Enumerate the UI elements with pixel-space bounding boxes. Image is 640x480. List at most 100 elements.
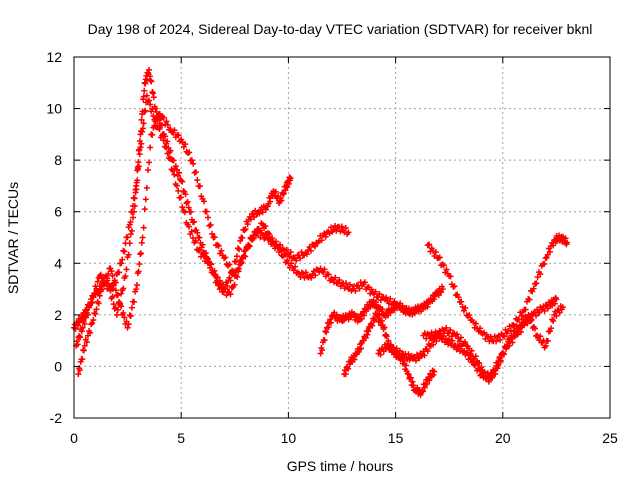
data-point — [443, 266, 450, 273]
data-point — [121, 314, 128, 321]
data-point — [497, 358, 504, 365]
data-point — [287, 249, 294, 256]
data-point — [108, 268, 115, 275]
data-point — [343, 280, 350, 287]
data-point — [284, 184, 291, 191]
data-point — [123, 266, 130, 273]
data-point — [118, 290, 125, 297]
data-point — [318, 237, 325, 244]
data-point — [77, 334, 84, 341]
data-point — [321, 266, 328, 273]
data-point — [409, 378, 416, 385]
data-point — [109, 272, 116, 279]
data-point — [131, 208, 138, 215]
data-point — [120, 285, 127, 292]
data-point — [196, 183, 203, 190]
data-point — [184, 198, 191, 205]
data-point — [218, 247, 225, 254]
data-point — [548, 325, 555, 332]
data-point — [377, 351, 384, 358]
data-point — [518, 312, 525, 319]
data-point — [109, 293, 116, 300]
data-point — [150, 113, 157, 120]
data-point — [84, 311, 91, 318]
data-point — [347, 281, 354, 288]
data-point — [135, 163, 142, 170]
data-point — [542, 255, 549, 262]
data-point — [311, 243, 318, 250]
data-point — [150, 90, 157, 97]
x-tick-label: 20 — [495, 430, 511, 446]
data-point — [262, 206, 269, 213]
data-point — [206, 222, 213, 229]
data-point — [79, 324, 86, 331]
data-point — [512, 330, 519, 337]
data-point — [199, 241, 206, 248]
data-point — [399, 302, 406, 309]
data-point — [252, 207, 259, 214]
data-point — [218, 283, 225, 290]
data-point — [79, 356, 86, 363]
data-point — [302, 269, 309, 276]
data-point — [114, 291, 121, 298]
data-point — [156, 126, 163, 133]
data-point — [277, 245, 284, 252]
data-point — [333, 311, 340, 318]
data-point — [292, 263, 299, 270]
data-point — [525, 311, 532, 318]
data-point — [494, 365, 501, 372]
data-point — [352, 287, 359, 294]
data-point — [426, 377, 433, 384]
data-point — [368, 286, 375, 293]
data-point — [227, 291, 234, 298]
data-point — [81, 342, 88, 349]
data-point — [93, 306, 100, 313]
data-point — [138, 140, 145, 147]
data-point — [233, 253, 240, 260]
data-point — [325, 324, 332, 331]
x-tick-label: 15 — [388, 430, 404, 446]
data-point — [319, 347, 326, 354]
data-point — [207, 260, 214, 267]
data-point — [232, 258, 239, 265]
data-point — [203, 208, 210, 215]
data-point — [370, 317, 377, 324]
data-point — [379, 306, 386, 313]
data-point — [149, 105, 156, 112]
data-point — [105, 270, 112, 277]
data-point — [180, 188, 187, 195]
data-point — [345, 365, 352, 372]
data-point — [133, 186, 140, 193]
data-point — [537, 333, 544, 340]
data-point — [293, 257, 300, 264]
data-point — [80, 347, 87, 354]
data-point — [106, 283, 113, 290]
data-point — [410, 382, 417, 389]
data-point — [439, 286, 446, 293]
data-point — [262, 230, 269, 237]
data-point — [528, 316, 535, 323]
data-point — [496, 355, 503, 362]
data-point — [492, 370, 499, 377]
data-point — [424, 303, 431, 310]
data-point — [140, 93, 147, 100]
data-point — [276, 249, 283, 256]
data-point — [156, 110, 163, 117]
data-point — [164, 138, 171, 145]
data-point — [141, 206, 148, 213]
data-point — [361, 279, 368, 286]
data-point — [242, 226, 249, 233]
data-point — [192, 168, 199, 175]
data-point — [226, 274, 233, 281]
data-point — [175, 132, 182, 139]
y-tick-label: 6 — [54, 204, 62, 220]
data-point — [407, 374, 414, 381]
data-point — [87, 302, 94, 309]
data-point — [211, 234, 218, 241]
data-point — [242, 247, 249, 254]
data-point — [562, 235, 569, 242]
data-point — [114, 306, 121, 313]
data-point — [181, 209, 188, 216]
series-pass8 — [420, 303, 566, 382]
series-pass7 — [424, 232, 571, 345]
